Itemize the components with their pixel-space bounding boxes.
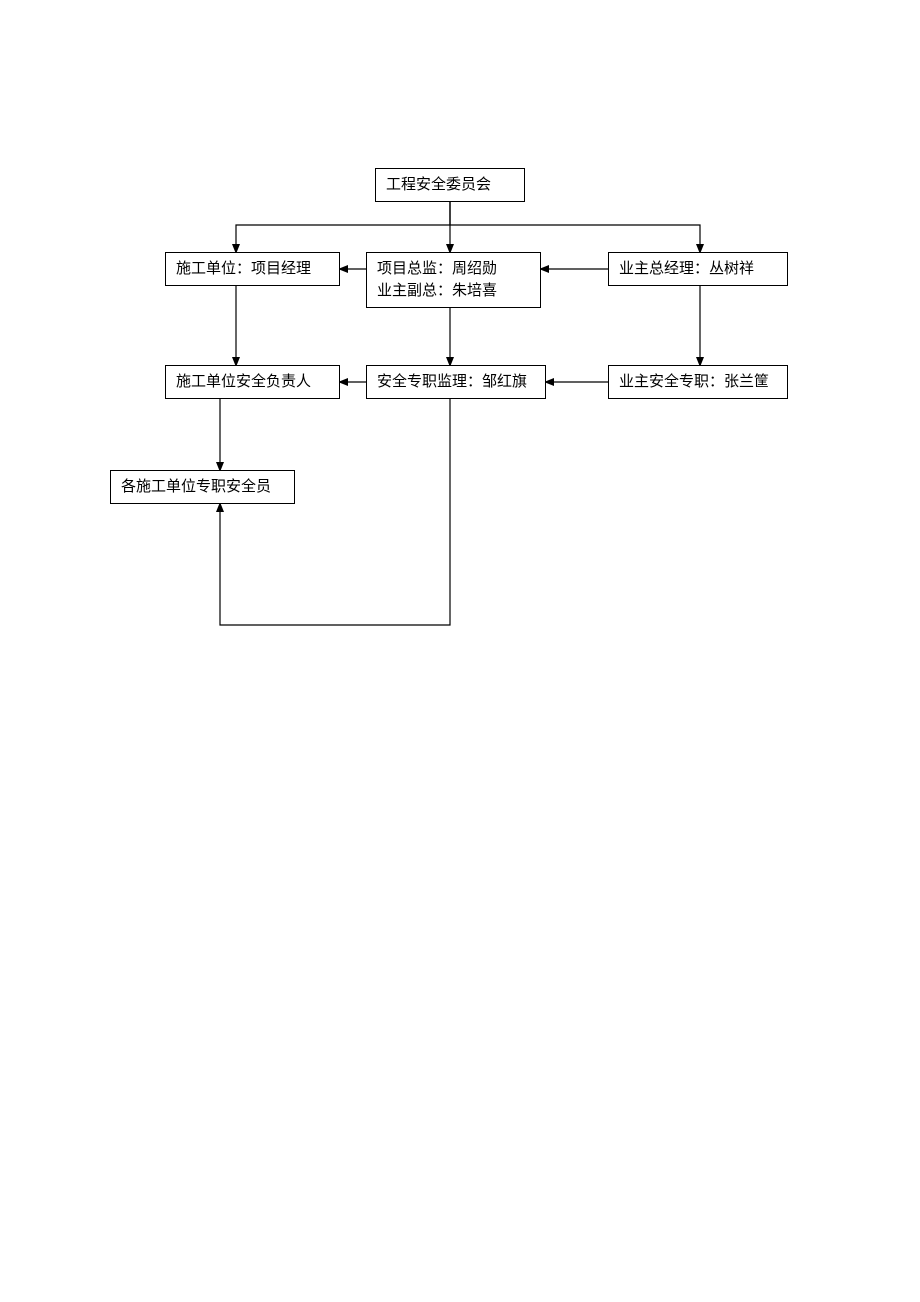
node-n8: 各施工单位专职安全员 [110,470,295,504]
node-n4: 业主总经理：丛树祥 [608,252,788,286]
node-n6: 安全专职监理：邹红旗 [366,365,546,399]
node-n8-line-0: 各施工单位专职安全员 [121,476,284,499]
node-n1: 工程安全委员会 [375,168,525,202]
node-n2-line-0: 施工单位：项目经理 [176,258,329,281]
node-n3-line-0: 项目总监：周绍勋 [377,258,530,281]
flowchart-diagram: 工程安全委员会施工单位：项目经理 项目总监：周绍勋业主副总：朱培喜 业主总经理：丛树… [0,0,920,1302]
node-n7-line-0: 业主安全专职：张兰筐 [619,371,777,394]
node-n7: 业主安全专职：张兰筐 [608,365,788,399]
node-n6-line-0: 安全专职监理：邹红旗 [377,371,535,394]
node-n4-line-0: 业主总经理：丛树祥 [619,258,777,281]
node-n5-line-0: 施工单位安全负责人 [176,371,329,394]
node-n3-line-1: 业主副总：朱培喜 [377,280,530,303]
node-n1-line-0: 工程安全委员会 [386,174,514,197]
node-n3: 项目总监：周绍勋业主副总：朱培喜 [366,252,541,308]
edge-e3 [450,202,700,252]
node-n2: 施工单位：项目经理 [165,252,340,286]
edge-e2 [236,202,450,252]
node-n5: 施工单位安全负责人 [165,365,340,399]
edge-e12 [220,399,450,625]
